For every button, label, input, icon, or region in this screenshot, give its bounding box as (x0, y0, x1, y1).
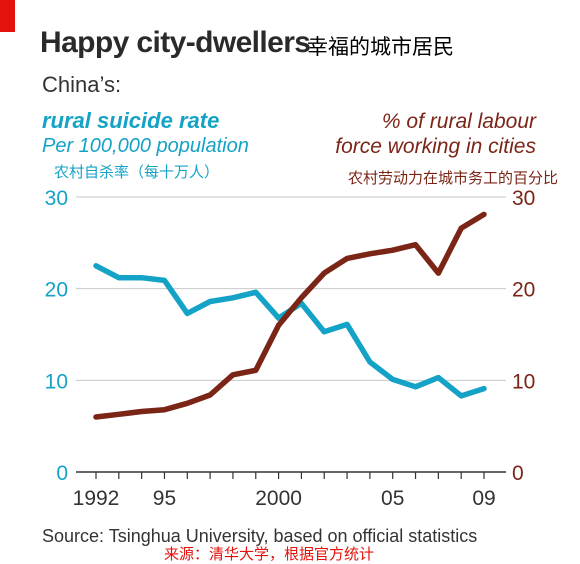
y-tick-label-right: 0 (512, 462, 524, 485)
y-tick-label-left: 10 (45, 370, 68, 393)
y-tick-label-left: 20 (45, 279, 68, 302)
legend-suicide-chinese: 农村自杀率（每十万人） (54, 163, 220, 181)
y-tick-label-right: 10 (512, 370, 535, 393)
legend-labour-label-line1: % of rural labour (381, 110, 536, 133)
x-axis: 1992 95 2000 05 09 (73, 472, 496, 510)
legend-suicide-unit: Per 100,000 population (42, 135, 249, 157)
y-tick-label-left: 0 (56, 462, 68, 485)
x-tick-label: 95 (153, 487, 176, 510)
chart-title-chinese: 幸福的城市居民 (307, 35, 454, 59)
y-tick-label-right: 30 (512, 187, 535, 210)
chart-title: Happy city-dwellers (40, 26, 311, 59)
chart-subtitle: China’s: (42, 72, 122, 97)
series-lines (93, 211, 487, 420)
x-tick-label: 09 (472, 487, 495, 510)
legend-suicide-label: rural suicide rate (42, 108, 220, 133)
grid-lines (76, 196, 506, 473)
suicide-rate-line (93, 263, 487, 399)
x-tick-label: 1992 (73, 487, 120, 510)
y-axis-right: 0 10 20 30 (512, 187, 535, 485)
source-note: Source: Tsinghua University, based on of… (42, 526, 478, 546)
x-tick-label: 2000 (255, 487, 302, 510)
x-tick-label: 05 (381, 487, 404, 510)
brand-red-bar (0, 0, 15, 32)
legend-labour-chinese: 农村劳动力在城市务工的百分比 (347, 169, 558, 187)
source-note-chinese: 来源：清华大学，根据官方统计 (164, 545, 375, 563)
y-tick-label-right: 20 (512, 279, 535, 302)
legend-labour-label-line2: force working in cities (335, 135, 536, 158)
y-tick-label-left: 30 (45, 187, 68, 210)
labour-migration-line (93, 211, 487, 420)
y-axis-left: 0 10 20 30 (45, 187, 68, 485)
